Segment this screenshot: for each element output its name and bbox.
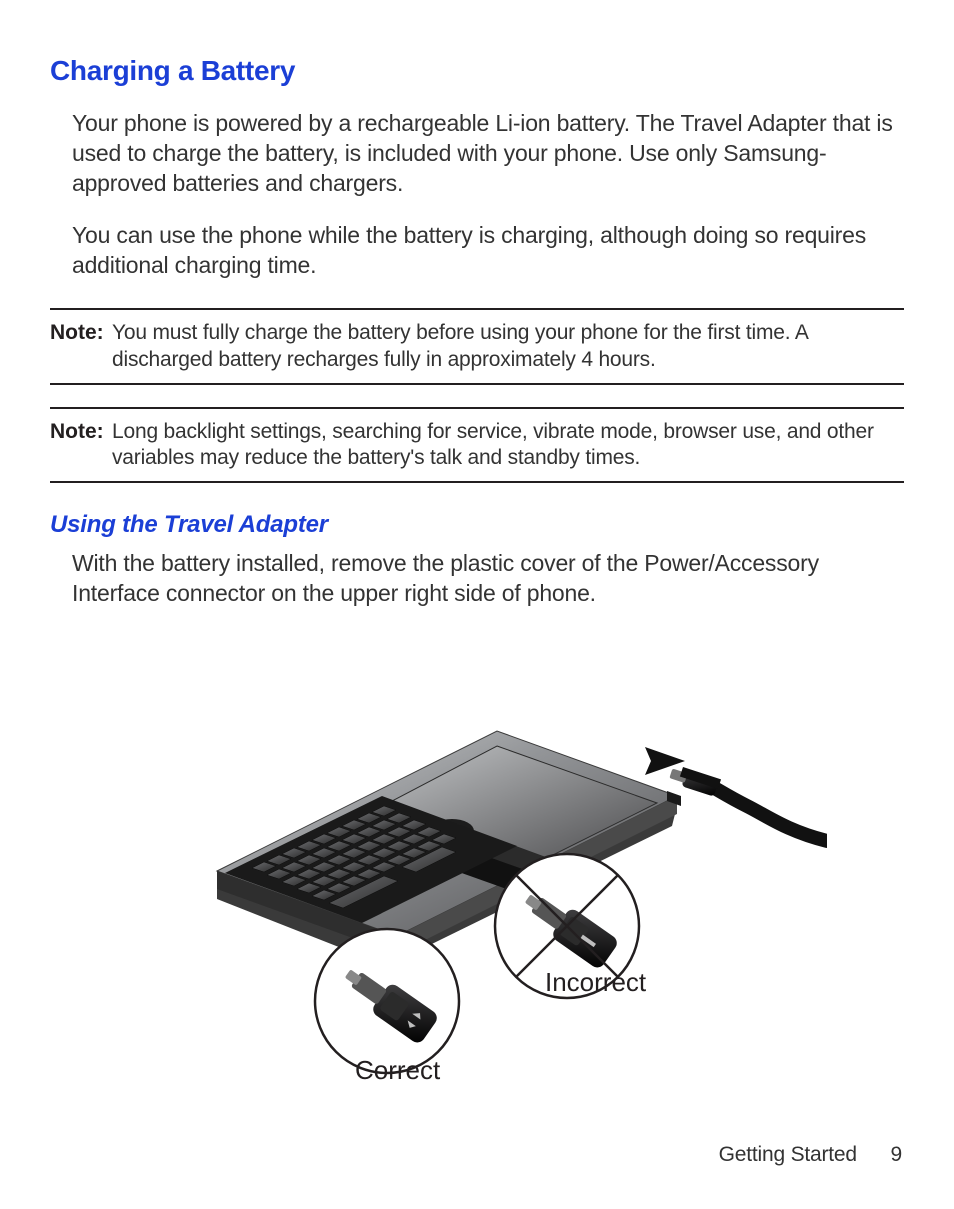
- phone-charger-illustration: [127, 631, 827, 1111]
- subheading: Using the Travel Adapter: [50, 511, 904, 539]
- note-block-1: Note: You must fully charge the battery …: [50, 308, 904, 385]
- correct-label: Correct: [355, 1055, 440, 1086]
- footer-section: Getting Started: [719, 1143, 857, 1166]
- page-heading: Charging a Battery: [50, 55, 904, 87]
- note-label: Note:: [50, 320, 112, 373]
- correct-inset: [315, 929, 459, 1073]
- paragraph-2: You can use the phone while the battery …: [50, 221, 904, 281]
- incorrect-label: Incorrect: [545, 967, 646, 998]
- paragraph-3: With the battery installed, remove the p…: [50, 549, 904, 609]
- footer-page-number: 9: [891, 1143, 902, 1166]
- note-label: Note:: [50, 419, 112, 472]
- note-text: You must fully charge the battery before…: [112, 320, 904, 373]
- page-footer: Getting Started 9: [719, 1143, 902, 1167]
- note-text: Long backlight settings, searching for s…: [112, 419, 904, 472]
- paragraph-1: Your phone is powered by a rechargeable …: [50, 109, 904, 199]
- travel-adapter-figure: Correct Incorrect: [50, 631, 904, 1116]
- note-block-2: Note: Long backlight settings, searching…: [50, 407, 904, 484]
